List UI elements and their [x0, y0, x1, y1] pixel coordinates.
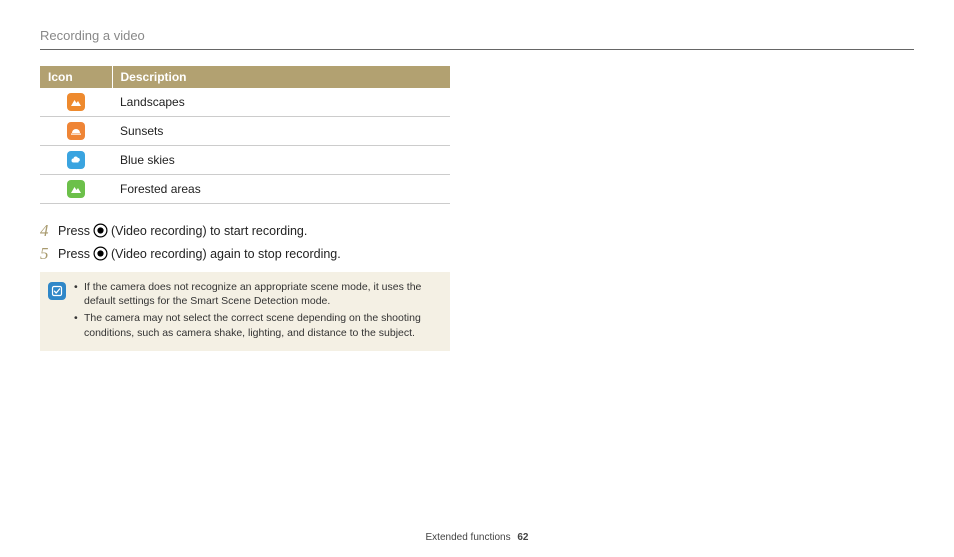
scene-mode-table: Icon Description LandscapesSunsetsBlue s…	[40, 66, 450, 204]
record-icon	[93, 246, 108, 261]
step-text-after: (Video recording) again to stop recordin…	[111, 247, 341, 261]
step-number: 5	[40, 245, 58, 262]
step: 4Press (Video recording) to start record…	[40, 222, 450, 239]
th-icon: Icon	[40, 66, 112, 88]
table-row: Forested areas	[40, 175, 450, 204]
table-row: Landscapes	[40, 88, 450, 117]
table-row: Sunsets	[40, 117, 450, 146]
description-cell: Landscapes	[112, 88, 450, 117]
forested-icon	[67, 180, 85, 198]
icon-cell	[40, 146, 112, 175]
table-row: Blue skies	[40, 146, 450, 175]
note-item: The camera may not select the correct sc…	[74, 311, 440, 339]
blue-skies-icon	[67, 151, 85, 169]
icon-cell	[40, 88, 112, 117]
steps-list: 4Press (Video recording) to start record…	[40, 222, 450, 262]
note-box: If the camera does not recognize an appr…	[40, 272, 450, 351]
th-description: Description	[112, 66, 450, 88]
landscapes-icon	[67, 93, 85, 111]
note-icon	[48, 282, 66, 300]
note-list: If the camera does not recognize an appr…	[74, 280, 440, 343]
sunsets-icon	[67, 122, 85, 140]
note-icon-wrap	[48, 282, 68, 343]
step-text-after: (Video recording) to start recording.	[111, 224, 307, 238]
step-text-before: Press	[58, 224, 90, 238]
step-text: Press (Video recording) to start recordi…	[58, 223, 307, 238]
step-number: 4	[40, 222, 58, 239]
icon-cell	[40, 175, 112, 204]
footer-page-number: 62	[517, 532, 528, 543]
description-cell: Blue skies	[112, 146, 450, 175]
footer-section: Extended functions	[426, 532, 511, 543]
icon-cell	[40, 117, 112, 146]
description-cell: Forested areas	[112, 175, 450, 204]
step-text: Press (Video recording) again to stop re…	[58, 246, 341, 261]
description-cell: Sunsets	[112, 117, 450, 146]
heading-rule	[40, 49, 914, 50]
record-icon	[93, 223, 108, 238]
step: 5Press (Video recording) again to stop r…	[40, 245, 450, 262]
page-footer: Extended functions 62	[0, 532, 954, 543]
step-text-before: Press	[58, 247, 90, 261]
page-heading: Recording a video	[40, 28, 914, 43]
note-item: If the camera does not recognize an appr…	[74, 280, 440, 308]
